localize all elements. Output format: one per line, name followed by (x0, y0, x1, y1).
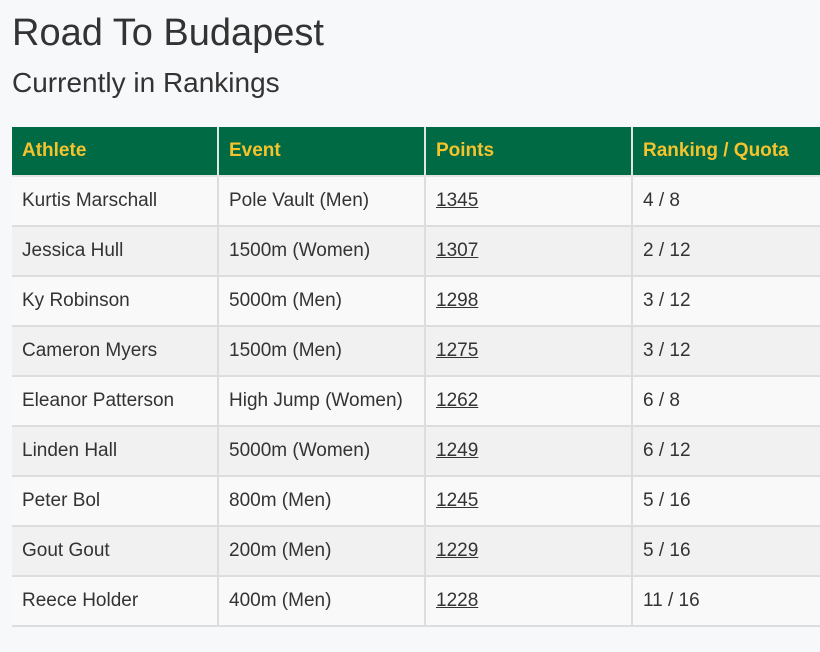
points-cell: 1275 (424, 325, 633, 377)
athlete-cell: Linden Hall (12, 425, 219, 477)
event-cell: 1500m (Men) (217, 325, 426, 377)
points-cell: 1307 (424, 225, 633, 277)
table-row: Linden Hall 5000m (Women) 1249 6 / 12 (12, 425, 820, 477)
table-row: Cameron Myers 1500m (Men) 1275 3 / 12 (12, 325, 820, 377)
table-row: Gout Gout 200m (Men) 1229 5 / 16 (12, 525, 820, 577)
points-link[interactable]: 1245 (436, 490, 479, 511)
column-header: Event (217, 127, 426, 177)
athlete-cell: Eleanor Patterson (12, 375, 219, 427)
table-row: Eleanor Patterson High Jump (Women) 1262 6 … (12, 375, 820, 427)
athlete-cell: Jessica Hull (12, 225, 219, 277)
points-cell: 1262 (424, 375, 633, 427)
athlete-cell: Gout Gout (12, 525, 219, 577)
ranking-cell: 5 / 16 (631, 525, 820, 577)
points-link[interactable]: 1345 (436, 190, 479, 211)
ranking-cell: 3 / 12 (631, 275, 820, 327)
points-cell: 1345 (424, 175, 633, 227)
event-cell: 5000m (Women) (217, 425, 426, 477)
event-cell: 200m (Men) (217, 525, 426, 577)
table-row: Ky Robinson 5000m (Men) 1298 3 / 12 (12, 275, 820, 327)
table-row: Jessica Hull 1500m (Women) 1307 2 / 12 (12, 225, 820, 277)
athlete-cell: Cameron Myers (12, 325, 219, 377)
points-link[interactable]: 1298 (436, 290, 479, 311)
points-link[interactable]: 1228 (436, 590, 479, 611)
ranking-cell: 5 / 16 (631, 475, 820, 527)
points-link[interactable]: 1262 (436, 390, 479, 411)
ranking-cell: 2 / 12 (631, 225, 820, 277)
event-cell: Pole Vault (Men) (217, 175, 426, 227)
table-head: Athlete Event Points Ranking / Quota (12, 127, 820, 177)
table-row: Peter Bol 800m (Men) 1245 5 / 16 (12, 475, 820, 527)
event-cell: 1500m (Women) (217, 225, 426, 277)
table-body: Kurtis Marschall Pole Vault (Men) 1345 4 / … (12, 175, 820, 627)
event-cell: High Jump (Women) (217, 375, 426, 427)
athlete-cell: Ky Robinson (12, 275, 219, 327)
ranking-cell: 11 / 16 (631, 575, 820, 627)
points-link[interactable]: 1229 (436, 540, 479, 561)
athlete-cell: Reece Holder (12, 575, 219, 627)
ranking-cell: 3 / 12 (631, 325, 820, 377)
header-row: Athlete Event Points Ranking / Quota (12, 127, 820, 177)
points-cell: 1228 (424, 575, 633, 627)
points-cell: 1245 (424, 475, 633, 527)
event-cell: 800m (Men) (217, 475, 426, 527)
ranking-cell: 6 / 12 (631, 425, 820, 477)
points-cell: 1249 (424, 425, 633, 477)
athlete-cell: Kurtis Marschall (12, 175, 219, 227)
event-cell: 400m (Men) (217, 575, 426, 627)
athlete-cell: Peter Bol (12, 475, 219, 527)
ranking-cell: 6 / 8 (631, 375, 820, 427)
points-cell: 1229 (424, 525, 633, 577)
column-header: Points (424, 127, 633, 177)
points-link[interactable]: 1307 (436, 240, 479, 261)
page-subtitle: Currently in Rankings (12, 67, 280, 98)
column-header: Ranking / Quota (631, 127, 820, 177)
table-row: Kurtis Marschall Pole Vault (Men) 1345 4 / … (12, 175, 820, 227)
rankings-table: Athlete Event Points Ranking / Quota Kurtis… (12, 127, 820, 627)
page-title: Road To Budapest (12, 12, 324, 54)
points-cell: 1298 (424, 275, 633, 327)
column-header: Athlete (12, 127, 219, 177)
points-link[interactable]: 1275 (436, 340, 479, 361)
ranking-cell: 4 / 8 (631, 175, 820, 227)
points-link[interactable]: 1249 (436, 440, 479, 461)
table-row: Reece Holder 400m (Men) 1228 11 / 16 (12, 575, 820, 627)
event-cell: 5000m (Men) (217, 275, 426, 327)
